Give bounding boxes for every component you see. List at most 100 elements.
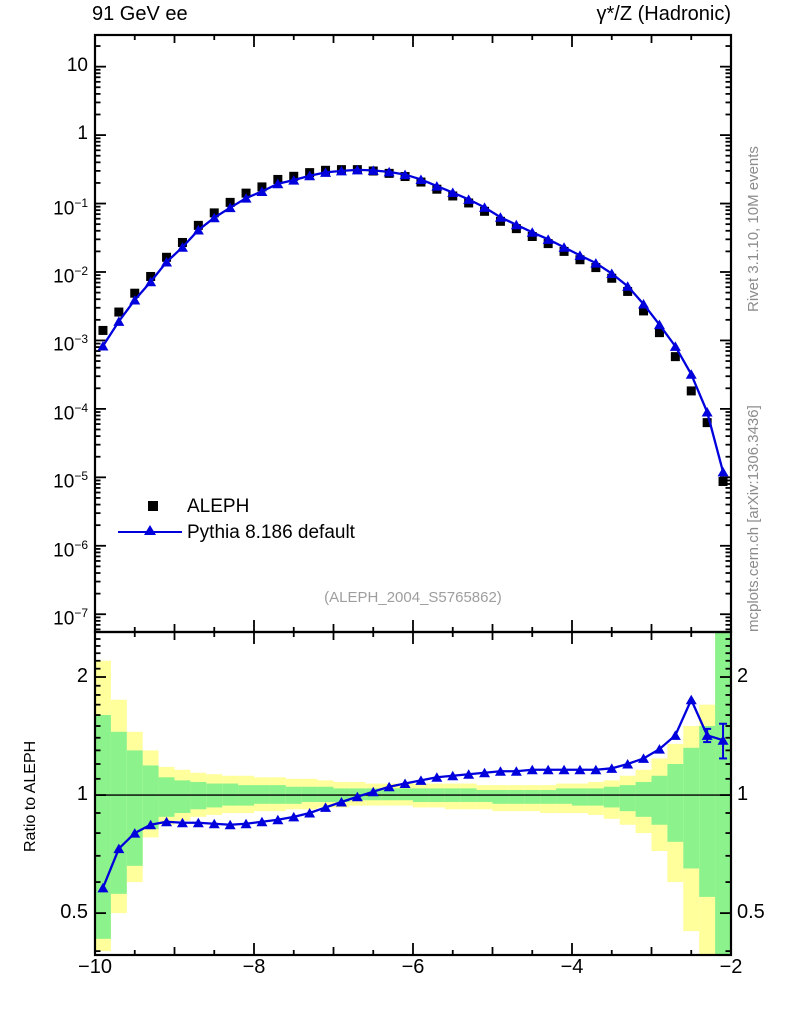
main-y-tick-label: 10−3 xyxy=(53,332,88,356)
band-green-bin xyxy=(381,788,398,801)
pythia-data-point xyxy=(669,341,681,351)
band-green-bin xyxy=(142,765,159,829)
rivet-version-label: Rivet 3.1.10, 10M events xyxy=(745,146,762,312)
band-green-bin xyxy=(572,788,588,806)
ratio-data-point xyxy=(606,763,618,773)
pythia-data-point xyxy=(304,170,316,181)
band-green-bin xyxy=(317,786,334,803)
pythia-data-point xyxy=(494,212,506,222)
ratio-data-point xyxy=(335,797,347,807)
band-green-bin xyxy=(651,775,668,825)
ratio-data-point xyxy=(447,770,459,781)
ratio-data-point xyxy=(431,772,443,782)
ratio-data-point xyxy=(367,786,379,797)
ratio-data-point xyxy=(622,759,634,769)
pythia-data-point xyxy=(542,234,554,244)
ratio-y-tick-label: 1 xyxy=(737,783,749,806)
aleph-square-marker-icon xyxy=(148,501,158,511)
ratio-curve xyxy=(101,696,724,889)
pythia-triangle-marker-icon xyxy=(144,525,156,535)
main-y-tick-label: 10−7 xyxy=(53,606,88,630)
ratio-data-point xyxy=(288,811,300,822)
band-green-bin xyxy=(715,632,731,955)
pythia-data-point xyxy=(192,225,204,235)
band-green-bin xyxy=(587,788,604,806)
ratio-y-tick-label: 0.5 xyxy=(60,901,88,924)
band-green-bin xyxy=(556,788,572,804)
ratio-data-point xyxy=(669,730,681,740)
ratio-uncertainty-bands xyxy=(95,632,731,955)
pythia-data-point xyxy=(351,164,363,175)
pythia-data-point xyxy=(622,281,634,291)
band-green-bin xyxy=(174,780,191,814)
ratio-y-tick-label: 1 xyxy=(76,783,88,806)
ratio-data-point xyxy=(208,818,220,829)
band-green-bin xyxy=(619,785,636,812)
title-right: γ*/Z (Hadronic) xyxy=(596,3,731,25)
aleph-data-point xyxy=(686,386,696,396)
ratio-data-point xyxy=(701,730,713,740)
pythia-data-point xyxy=(447,187,459,197)
aleph-data-point xyxy=(623,286,633,296)
x-tick-label: −2 xyxy=(719,956,743,978)
aleph-data-point xyxy=(98,325,108,335)
ratio-data-point xyxy=(272,814,284,825)
band-green-bin xyxy=(635,781,652,817)
band-green-bin xyxy=(540,790,557,804)
mcplots-arxiv-label: mcplots.cern.ch [arXiv:1306.3436] xyxy=(745,405,762,632)
band-green-bin xyxy=(301,786,318,803)
ratio-data-point xyxy=(97,882,109,893)
ratio-data-point xyxy=(399,778,411,789)
x-tick-label: −4 xyxy=(560,956,584,978)
pythia-data-point xyxy=(606,268,618,279)
pythia-data-point xyxy=(399,169,411,180)
aleph-data-point xyxy=(670,352,680,362)
analysis-watermark: (ALEPH_2004_S5765862) xyxy=(324,589,502,606)
pythia-data-point xyxy=(653,319,665,330)
band-green-bin xyxy=(699,726,716,897)
main-y-tick-label: 10−6 xyxy=(53,537,88,562)
band-green-bin xyxy=(476,790,493,803)
pythia-data-point xyxy=(288,175,300,185)
pythia-data-point xyxy=(240,193,252,203)
aleph-data-point xyxy=(639,306,649,316)
pythia-data-point xyxy=(129,294,141,305)
pythia-data-point xyxy=(701,407,713,417)
title-left: 91 GeV ee xyxy=(92,3,188,25)
ratio-data-point xyxy=(685,694,697,705)
aleph-data-point xyxy=(241,188,251,198)
ratio-data-point xyxy=(351,791,363,802)
main-y-tick-label: 10−5 xyxy=(53,469,88,493)
band-green-bin xyxy=(126,750,143,866)
pythia-data-point xyxy=(145,276,157,287)
ratio-data-point xyxy=(145,819,157,830)
ratio-data-point xyxy=(304,808,316,818)
ratio-data-point xyxy=(542,764,554,775)
band-green-bin xyxy=(397,788,413,801)
aleph-data-point xyxy=(718,476,728,486)
pythia-data-point xyxy=(97,340,109,351)
pythia-data-point xyxy=(431,181,443,191)
legend-label-pythia: Pythia 8.186 default xyxy=(187,522,355,543)
pythia-data-point xyxy=(113,316,125,326)
aleph-data-point xyxy=(702,418,712,428)
aleph-data-point xyxy=(607,273,617,283)
ratio-data-point xyxy=(415,775,427,785)
ratio-data-point xyxy=(479,767,491,778)
band-green-bin xyxy=(158,777,175,817)
aleph-data-point xyxy=(654,328,664,338)
ratio-data-point xyxy=(526,764,538,775)
pythia-data-point xyxy=(272,178,284,189)
band-green-bin xyxy=(667,764,684,842)
band-green-bin xyxy=(603,786,620,808)
ratio-data-point xyxy=(320,802,332,812)
pythia-data-point xyxy=(463,194,475,204)
pythia-data-point xyxy=(383,166,395,177)
ratio-data-point xyxy=(653,744,665,754)
pythia-data-point xyxy=(590,258,602,268)
pythia-data-point xyxy=(367,165,379,175)
aleph-data-point xyxy=(114,307,124,317)
pythia-data-point xyxy=(320,167,332,177)
pythia-data-point xyxy=(574,250,586,260)
